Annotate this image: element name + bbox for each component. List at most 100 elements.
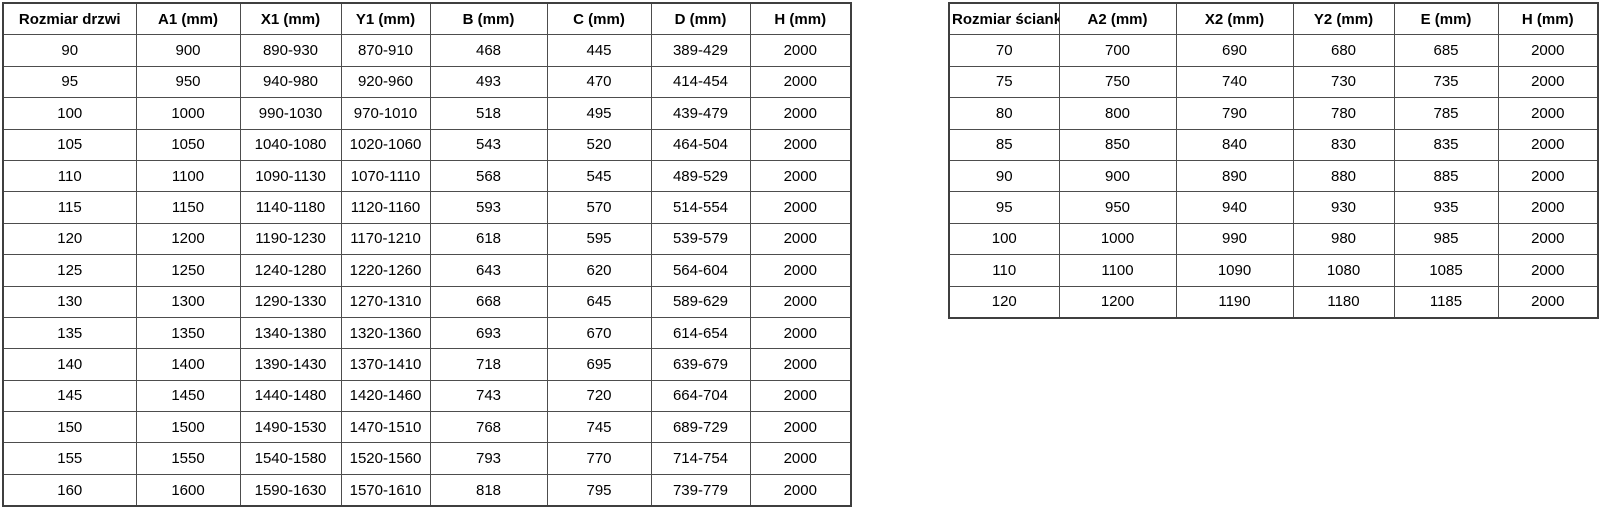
table-cell: 493 <box>429 65 548 99</box>
table-cell: 685 <box>1393 34 1499 67</box>
table-cell: 1290-1330 <box>239 285 342 318</box>
table-cell: 830 <box>1292 128 1395 161</box>
table-cell: 2000 <box>749 411 852 444</box>
table-cell: 155 <box>2 442 137 475</box>
door-sizes-table: Rozmiar drzwi A1 (mm) X1 (mm) Y1 (mm) B (mm)… <box>2 2 852 508</box>
table-cell: 1200 <box>135 222 241 256</box>
table-cell: 940-980 <box>239 65 342 99</box>
table-cell: 414-454 <box>650 65 751 99</box>
table-cell: 2000 <box>749 191 852 224</box>
table-cell: 1500 <box>135 411 241 444</box>
table-cell: 950 <box>1058 191 1177 224</box>
table-cell: 1390-1430 <box>239 348 342 381</box>
table-cell: 2000 <box>1497 128 1599 161</box>
table-cell: 1000 <box>135 97 241 130</box>
table-cell: 770 <box>546 442 652 475</box>
table-cell: 1450 <box>135 379 241 413</box>
table-cell: 870-910 <box>340 34 431 67</box>
table-cell: 1180 <box>1292 285 1395 319</box>
table-cell: 2000 <box>749 348 852 381</box>
table-cell: 80 <box>948 97 1060 130</box>
column-header: X2 (mm) <box>1175 2 1294 36</box>
table-cell: 1220-1260 <box>340 254 431 287</box>
header-row: Rozmiar ścianki A2 (mm) X2 (mm) Y2 (mm) E (m… <box>948 2 1599 36</box>
table-row: 120 1200 1190 1180 1185 2000 <box>948 285 1599 319</box>
table-cell: 1490-1530 <box>239 411 342 444</box>
table-row: 110 1100 1090 1080 1085 2000 <box>948 254 1599 287</box>
table-row: 75 750 740 730 735 2000 <box>948 65 1599 99</box>
table-cell: 1420-1460 <box>340 379 431 413</box>
table-cell: 1100 <box>1058 254 1177 287</box>
table-cell: 745 <box>546 411 652 444</box>
table-cell: 445 <box>546 34 652 67</box>
table-cell: 135 <box>2 316 137 350</box>
wall-table-body: 70 700 690 680 685 2000 75 750 740 730 735 2000 80 80… <box>948 34 1599 319</box>
table-cell: 2000 <box>749 159 852 193</box>
door-table-body: 90 900 890-930 870-910 468 445 389-429 2000 95 95… <box>2 34 852 507</box>
table-cell: 718 <box>429 348 548 381</box>
column-header: E (mm) <box>1393 2 1499 36</box>
table-cell: 1000 <box>1058 222 1177 256</box>
table-row: 145 1450 1440-1480 1420-1460 743 720 664-704 20… <box>2 379 852 413</box>
table-cell: 990-1030 <box>239 97 342 130</box>
table-cell: 439-479 <box>650 97 751 130</box>
table-row: 95 950 940-980 920-960 493 470 414-454 2000 <box>2 65 852 99</box>
table-cell: 680 <box>1292 34 1395 67</box>
table-cell: 935 <box>1393 191 1499 224</box>
table-cell: 140 <box>2 348 137 381</box>
column-header: Y2 (mm) <box>1292 2 1395 36</box>
table-cell: 695 <box>546 348 652 381</box>
table-cell: 714-754 <box>650 442 751 475</box>
table-cell: 900 <box>1058 159 1177 193</box>
table-row: 140 1400 1390-1430 1370-1410 718 695 639-679 20… <box>2 348 852 381</box>
table-cell: 518 <box>429 97 548 130</box>
table-cell: 950 <box>135 65 241 99</box>
table-cell: 2000 <box>749 254 852 287</box>
table-cell: 639-679 <box>650 348 751 381</box>
table-row: 135 1350 1340-1380 1320-1360 693 670 614-654 20… <box>2 316 852 350</box>
table-cell: 800 <box>1058 97 1177 130</box>
table-cell: 110 <box>948 254 1060 287</box>
table-cell: 1370-1410 <box>340 348 431 381</box>
table-cell: 100 <box>948 222 1060 256</box>
column-header: Rozmiar drzwi <box>2 2 137 36</box>
table-cell: 743 <box>429 379 548 413</box>
table-cell: 520 <box>546 128 652 161</box>
table-cell: 495 <box>546 97 652 130</box>
table-cell: 2000 <box>749 442 852 475</box>
table-cell: 1300 <box>135 285 241 318</box>
table-cell: 885 <box>1393 159 1499 193</box>
column-header: H (mm) <box>1497 2 1599 36</box>
table-row: 105 1050 1040-1080 1020-1060 543 520 464-504 20… <box>2 128 852 161</box>
table-cell: 1320-1360 <box>340 316 431 350</box>
table-cell: 1190 <box>1175 285 1294 319</box>
column-header: B (mm) <box>429 2 548 36</box>
column-header: H (mm) <box>749 2 852 36</box>
table-cell: 1440-1480 <box>239 379 342 413</box>
column-header: Y1 (mm) <box>340 2 431 36</box>
table-cell: 470 <box>546 65 652 99</box>
table-cell: 1090-1130 <box>239 159 342 193</box>
table-cell: 790 <box>1175 97 1294 130</box>
table-cell: 1570-1610 <box>340 473 431 507</box>
table-cell: 1250 <box>135 254 241 287</box>
table-cell: 990 <box>1175 222 1294 256</box>
table-cell: 614-654 <box>650 316 751 350</box>
table-cell: 720 <box>546 379 652 413</box>
table-cell: 120 <box>2 222 137 256</box>
table-cell: 690 <box>1175 34 1294 67</box>
table-row: 100 1000 990-1030 970-1010 518 495 439-479 2000 <box>2 97 852 130</box>
table-row: 155 1550 1540-1580 1520-1560 793 770 714-754 20… <box>2 442 852 475</box>
table-row: 85 850 840 830 835 2000 <box>948 128 1599 161</box>
table-cell: 564-604 <box>650 254 751 287</box>
table-cell: 645 <box>546 285 652 318</box>
table-cell: 785 <box>1393 97 1499 130</box>
table-cell: 468 <box>429 34 548 67</box>
table-cell: 835 <box>1393 128 1499 161</box>
table-cell: 643 <box>429 254 548 287</box>
table-row: 90 900 890-930 870-910 468 445 389-429 2000 <box>2 34 852 67</box>
table-cell: 930 <box>1292 191 1395 224</box>
column-header: A2 (mm) <box>1058 2 1177 36</box>
table-cell: 2000 <box>749 222 852 256</box>
